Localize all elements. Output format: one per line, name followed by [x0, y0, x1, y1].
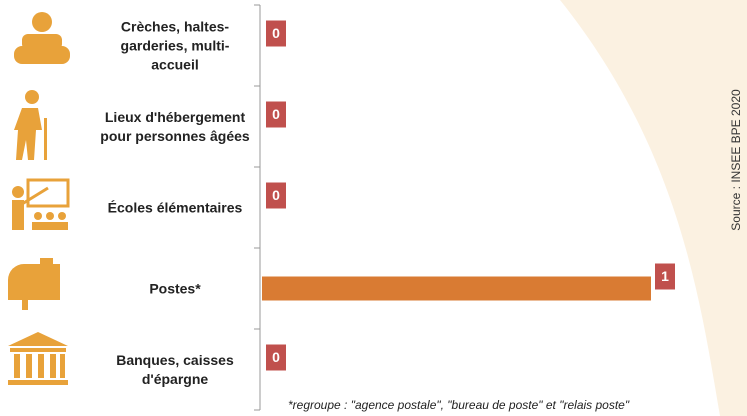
value-label: 0: [272, 349, 280, 365]
value-label-box: [266, 20, 286, 47]
category-label: Lieux d'hébergement pour personnes âgées: [100, 108, 250, 144]
value-label-box: [266, 101, 286, 128]
icon-baby: [14, 12, 70, 64]
category-label: Écoles élémentaires: [107, 199, 243, 215]
icon-mailbox: [8, 258, 60, 310]
background-shape: [560, 0, 747, 416]
value-label: 0: [272, 187, 280, 203]
bar: [262, 276, 651, 301]
icon-elderly: [14, 90, 47, 160]
category-label: Crèches, haltes-garderies, multi-accueil: [120, 18, 230, 72]
icon-school: [12, 178, 70, 230]
value-label-box: [655, 263, 675, 290]
category-label: Postes*: [149, 280, 201, 296]
category-label: Banques, caisses d'épargne: [116, 351, 234, 387]
value-label: 1: [661, 268, 669, 284]
source: Source : INSEE BPE 2020: [729, 89, 743, 231]
value-label: 0: [272, 106, 280, 122]
footnote: *regroupe : "agence postale", "bureau de…: [288, 398, 630, 412]
value-label-box: [266, 182, 286, 209]
value-label: 0: [272, 25, 280, 41]
icon-bank: [8, 332, 68, 385]
value-label-box: [266, 344, 286, 371]
